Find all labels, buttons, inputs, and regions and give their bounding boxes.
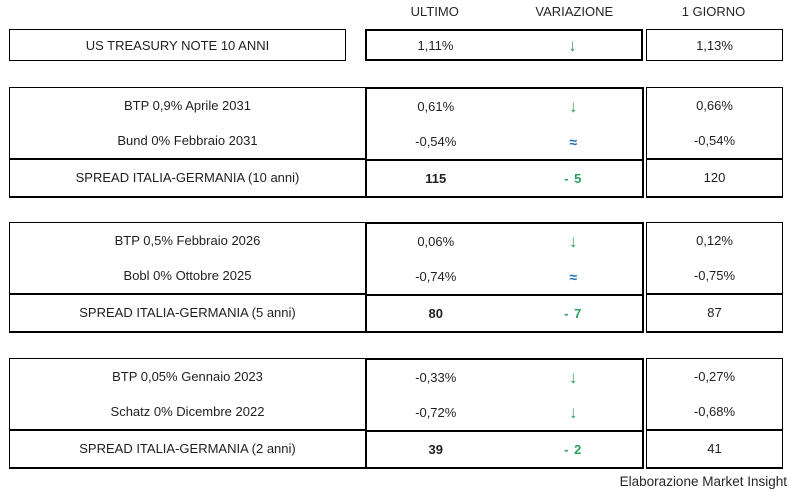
approx-equal-icon: ≈ [569, 268, 578, 285]
group-5-anni-1-giorno-box: 0,12% -0,75% 87 [646, 222, 783, 333]
bond-label: BTP 0,5% Febbraio 2026 [114, 233, 261, 248]
group-5-anni-values-box: 0,06% ↓ -0,74% ≈ 80 - 7 [365, 222, 644, 333]
down-arrow-icon: ↓ [568, 35, 577, 55]
giorno-value: 0,12% [696, 233, 733, 248]
header-label-spacer [9, 4, 365, 19]
us-treasury-ultimo-value: 1,11% [417, 37, 454, 53]
bond-values-row: -0,33% ↓ [367, 360, 642, 395]
spread-ultimo-value: 115 [425, 171, 447, 186]
down-arrow-icon: ↓ [569, 403, 578, 422]
spread-values-row: 80 - 7 [367, 294, 642, 331]
us-treasury-label: US TREASURY NOTE 10 ANNI [9, 29, 346, 61]
group-2-anni-1-giorno-box: -0,27% -0,68% 41 [646, 358, 783, 469]
variazione-cell: ↓ [505, 233, 643, 250]
group-10-anni: BTP 0,9% Aprile 2031 Bund 0% Febbraio 20… [9, 87, 783, 198]
giorno-value: -0,75% [693, 268, 736, 283]
table-header: ULTIMO VARIAZIONE 1 GIORNO [9, 4, 783, 19]
group-10-anni-labels: BTP 0,9% Aprile 2031 Bund 0% Febbraio 20… [9, 87, 365, 198]
header-ultimo: ULTIMO [410, 4, 459, 19]
group-2-anni-labels: BTP 0,05% Gennaio 2023 Schatz 0% Dicembr… [9, 358, 365, 469]
giorno-value: -0,68% [693, 404, 736, 419]
giorno-value: -0,54% [693, 133, 736, 148]
bond-label: BTP 0,05% Gennaio 2023 [112, 369, 263, 384]
group-2-anni: BTP 0,05% Gennaio 2023 Schatz 0% Dicembr… [9, 358, 783, 469]
bond-label: BTP 0,9% Aprile 2031 [124, 98, 251, 113]
us-treasury-gap [346, 29, 365, 61]
giorno-value: 0,66% [696, 98, 733, 113]
header-mid-columns: ULTIMO VARIAZIONE [365, 4, 644, 19]
bond-values-row: -0,72% ↓ [367, 395, 642, 430]
spread-variazione-cell: - 2 [505, 442, 643, 457]
ultimo-value: -0,33% [415, 370, 457, 385]
header-variazione: VARIAZIONE [535, 4, 614, 19]
ultimo-value: -0,54% [415, 134, 457, 149]
bond-values-row: -0,74% ≈ [367, 259, 642, 294]
down-arrow-icon: ↓ [569, 97, 578, 116]
spread-values-row: 115 - 5 [367, 159, 642, 196]
spread-variazione-value: - 2 [564, 442, 583, 457]
approx-equal-icon: ≈ [569, 133, 578, 150]
variazione-cell: ↓ [505, 369, 643, 386]
variazione-cell: ↓ [505, 404, 643, 421]
spread-label: SPREAD ITALIA-GERMANIA (5 anni) [10, 293, 365, 330]
bond-values-row: 0,61% ↓ [367, 89, 642, 124]
variazione-cell: ≈ [505, 135, 643, 149]
spread-variazione-cell: - 5 [505, 171, 643, 186]
spread-label: SPREAD ITALIA-GERMANIA (2 anni) [10, 429, 365, 466]
bond-values-row: -0,54% ≈ [367, 124, 642, 159]
variazione-cell: ≈ [505, 270, 643, 284]
us-treasury-values-box: 1,11% ↓ [365, 29, 643, 61]
bond-values-row: 0,06% ↓ [367, 224, 642, 259]
ultimo-value: -0,72% [415, 405, 457, 420]
us-treasury-1-giorno-value: 1,13% [646, 29, 783, 61]
bond-label: Schatz 0% Dicembre 2022 [110, 404, 265, 419]
group-2-anni-values-box: -0,33% ↓ -0,72% ↓ 39 - 2 [365, 358, 644, 469]
group-5-anni: BTP 0,5% Febbraio 2026 Bobl 0% Ottobre 2… [9, 222, 783, 333]
spread-giorno-value: 41 [647, 429, 782, 466]
attribution-text: Elaborazione Market Insight [619, 474, 787, 489]
down-arrow-icon: ↓ [569, 368, 578, 387]
down-arrow-icon: ↓ [569, 232, 578, 251]
header-1-giorno: 1 GIORNO [681, 4, 746, 19]
us-treasury-variazione-cell: ↓ [504, 31, 641, 59]
bond-label: Bobl 0% Ottobre 2025 [123, 268, 252, 283]
ultimo-value: 0,06% [417, 234, 455, 249]
spread-values-row: 39 - 2 [367, 430, 642, 467]
ultimo-value: -0,74% [415, 269, 457, 284]
us-treasury-section: US TREASURY NOTE 10 ANNI 1,11% ↓ 1,13% [9, 29, 783, 61]
group-10-anni-1-giorno-box: 0,66% -0,54% 120 [646, 87, 783, 198]
spread-giorno-value: 87 [647, 293, 782, 330]
giorno-value: -0,27% [693, 369, 736, 384]
spread-variazione-value: - 7 [564, 306, 583, 321]
spread-variazione-cell: - 7 [505, 306, 643, 321]
group-10-anni-values-box: 0,61% ↓ -0,54% ≈ 115 - 5 [365, 87, 644, 198]
group-5-anni-labels: BTP 0,5% Febbraio 2026 Bobl 0% Ottobre 2… [9, 222, 365, 333]
spread-label: SPREAD ITALIA-GERMANIA (10 anni) [10, 158, 365, 195]
variazione-cell: ↓ [505, 98, 643, 115]
spread-ultimo-value: 39 [428, 442, 443, 457]
spread-variazione-value: - 5 [564, 171, 583, 186]
ultimo-value: 0,61% [417, 99, 455, 114]
spread-giorno-value: 120 [647, 158, 782, 195]
bond-label: Bund 0% Febbraio 2031 [117, 133, 258, 148]
spread-ultimo-value: 80 [428, 306, 443, 321]
